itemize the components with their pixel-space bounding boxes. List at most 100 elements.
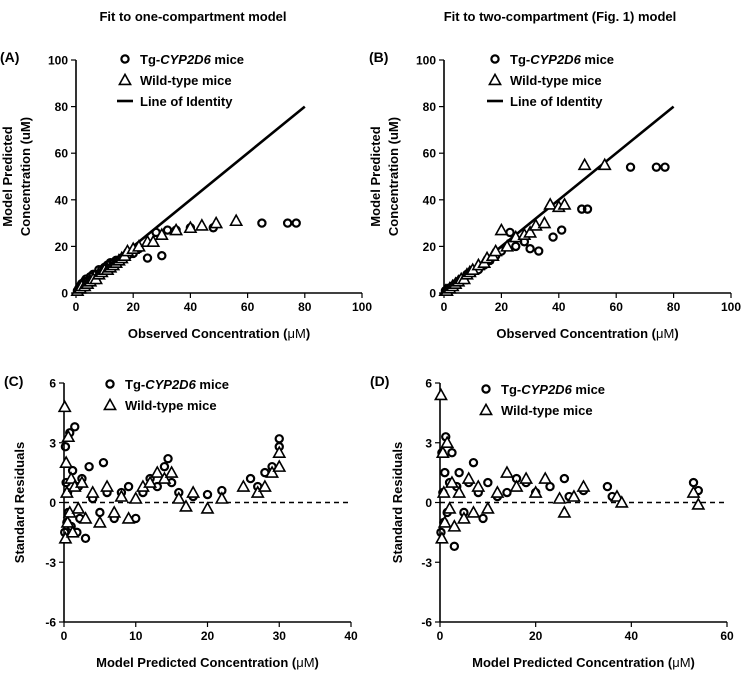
x-tick-label: 60 [720,629,734,643]
series-tg-cyp2d6 [60,422,284,544]
data-point-triangle [436,485,451,498]
x-tick-label: 100 [352,300,372,314]
data-point-triangle [566,489,581,502]
legend-triangle-marker [118,72,132,86]
x-axis-label: Observed Concentration (μM) [128,326,310,341]
data-point-triangle [214,491,229,504]
x-axis-label: Model Predicted Concentration (μM) [96,655,319,670]
legend-label-wild-type: Wild-type mice [510,73,602,88]
data-point-triangle [480,501,495,514]
legend-label-wild-type: Wild-type mice [125,398,217,413]
data-point-circle [67,465,78,476]
data-point-triangle [433,387,448,401]
data-point-circle [98,457,109,468]
data-point-circle [556,225,567,235]
y-tick-label: 6 [425,377,432,391]
data-point-triangle [461,471,476,484]
data-point-triangle [58,531,73,544]
data-point-triangle [442,501,457,514]
data-point-triangle [265,465,280,478]
data-point-triangle [490,485,505,498]
data-point-triangle [576,479,591,492]
data-point-triangle [447,519,462,532]
x-tick-label: 0 [61,629,68,643]
y-tick-label: 20 [55,240,69,254]
data-point-circle [688,477,699,488]
data-point-triangle [494,222,509,236]
data-point-triangle [114,489,129,502]
legend-triangle-marker [479,402,493,416]
data-point-circle [454,467,464,478]
data-point-triangle [614,495,629,508]
data-point-circle [163,453,173,464]
data-point-triangle [71,501,86,514]
data-point-triangle [272,459,287,472]
data-point-triangle [686,485,701,498]
x-tick-label: 20 [495,300,509,314]
data-point-triangle [107,505,122,518]
x-axis-label: Model Predicted Concentration (μM) [472,655,695,670]
column-title-left: Fit to one-compartment model [99,9,286,24]
y-tick-label: 6 [49,377,56,391]
legend: Tg-CYP2D6 mice Wild-type mice Line of Iden… [117,52,244,109]
y-axis-label: Standard Residuals [390,442,405,563]
data-point-triangle [92,515,107,528]
data-point-circle [478,513,488,524]
data-point-triangle [528,485,543,498]
data-point-triangle [537,215,552,229]
data-point-circle [525,244,535,254]
data-point-triangle [60,515,75,528]
data-point-triangle [61,429,76,443]
data-point-triangle [128,491,143,504]
x-tick-label: 60 [241,300,255,314]
y-tick-label: 3 [425,436,432,450]
x-tick-label: 20 [201,629,215,643]
panel-label: (D) [370,373,389,389]
data-point-triangle [557,197,572,210]
data-point-circle [159,461,170,472]
y-tick-label: 0 [425,496,432,510]
data-point-circle [84,461,94,472]
data-point-triangle [209,215,224,229]
y-tick-label: 80 [423,100,437,114]
panel-2: 0 20 40 60 80 100 0 20 40 60 80 100 (B) Model Predict… [368,49,741,341]
y-tick-label: -3 [421,556,432,570]
data-point-triangle [154,227,169,241]
data-point-circle [534,246,544,256]
x-tick-label: 0 [437,629,444,643]
series-wild-type [57,399,287,544]
x-tick-label: 80 [298,300,312,314]
data-point-circle [202,489,213,500]
data-point-circle [291,218,301,228]
y-tick-label: 100 [416,54,436,68]
data-point-triangle [64,471,79,484]
x-tick-label: 30 [273,629,287,643]
x-tick-label: 40 [344,629,358,643]
data-point-triangle [74,475,89,488]
series-wild-type [70,213,244,296]
x-tick-label: 40 [184,300,198,314]
x-tick-label: 80 [667,300,681,314]
x-axis-label: Observed Concentration (μM) [496,326,678,341]
y-tick-label: 60 [55,147,69,161]
data-point-circle [60,442,71,452]
y-tick-label: 20 [423,240,437,254]
data-point-triangle [444,475,459,488]
data-point-triangle [519,471,534,484]
legend: Tg-CYP2D6 mice Wild-type mice Line of Iden… [487,52,614,109]
data-point-circle [559,473,570,484]
data-point-triangle [509,479,524,492]
legend-triangle-marker [488,72,502,86]
data-point-triangle [691,497,706,510]
column-title-right: Fit to two-compartment (Fig. 1) model [444,9,677,24]
legend-triangle-marker [103,397,117,411]
data-point-circle [123,481,134,492]
data-point-triangle [229,213,244,227]
y-axis-label: Model Predicted [0,126,15,226]
x-tick-label: 0 [73,300,80,314]
data-point-triangle [500,465,514,478]
y-axis-label: Model Predicted [368,126,383,226]
y-tick-label: -6 [45,616,56,630]
data-point-circle [274,434,284,444]
